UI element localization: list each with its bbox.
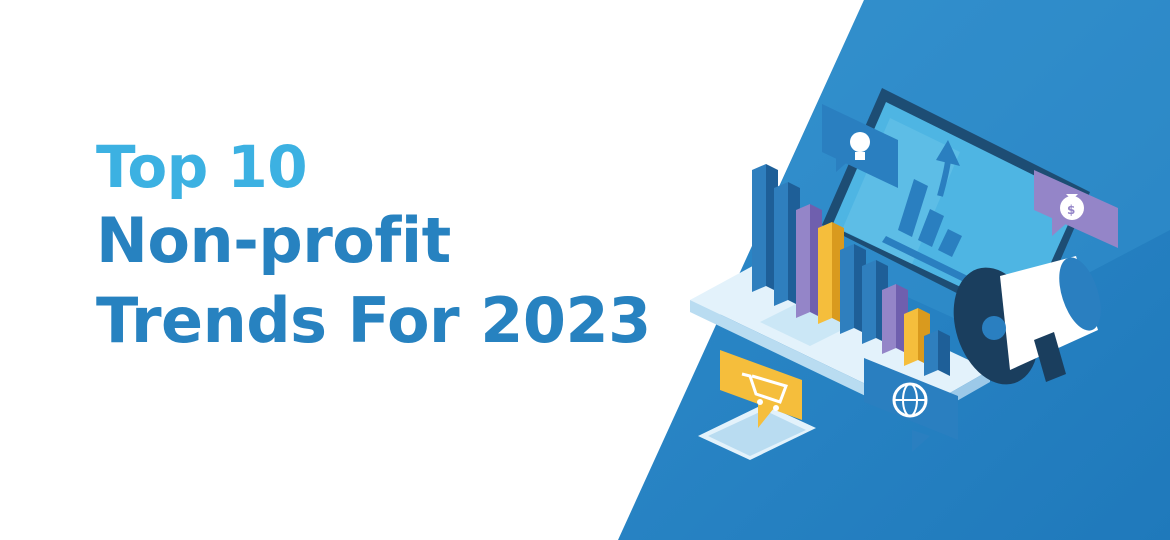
money-bag-icon: $ xyxy=(1034,170,1118,248)
title-line-top-10: Top 10 xyxy=(96,133,308,201)
globe-icon xyxy=(864,358,958,452)
phone-icon xyxy=(698,404,816,460)
title-line-non-profit: Non-profit xyxy=(96,204,451,277)
analytics-illustration: $ xyxy=(690,88,1118,460)
bar-columns xyxy=(752,164,950,376)
lightbulb-icon xyxy=(822,104,898,188)
title-block: Top 10 Non-profit Trends For 2023 xyxy=(96,138,651,352)
megaphone-icon xyxy=(953,256,1101,385)
title-line-trends: Trends For 2023 xyxy=(96,284,651,357)
svg-text:$: $ xyxy=(1067,203,1075,217)
shopping-cart-icon xyxy=(720,350,802,428)
growth-arrow-icon xyxy=(882,140,976,286)
